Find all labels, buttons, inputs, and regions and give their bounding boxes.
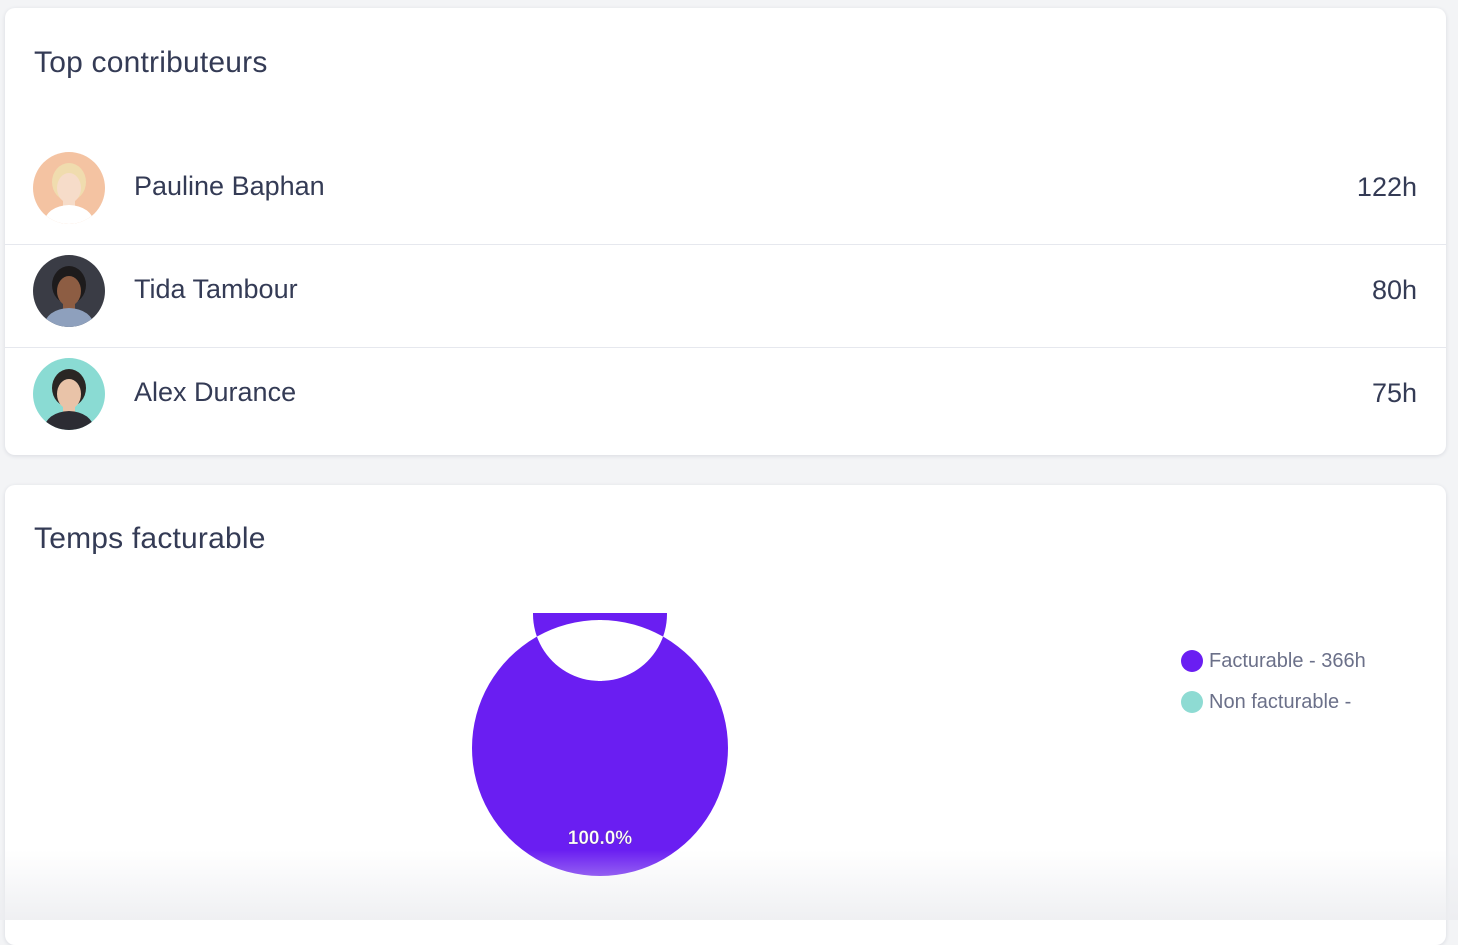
contributor-hours: 122h: [1356, 172, 1417, 202]
legend-item-billable[interactable]: Facturable - 366h: [1181, 649, 1366, 690]
billable-donut-chart: 100.0%: [472, 613, 728, 876]
person-icon: [33, 255, 105, 327]
contributor-row[interactable]: Tida Tambour 80h: [5, 245, 1446, 348]
contributor-name: Alex Durance: [134, 377, 297, 407]
avatar: [33, 255, 105, 327]
donut-data-label: 100.0%: [568, 828, 633, 849]
contributor-row[interactable]: Alex Durance 75h: [5, 348, 1446, 450]
billable-time-title: Temps facturable: [34, 522, 266, 555]
contributors-list: Pauline Baphan 122h Tida Tambour 80h Ale…: [5, 142, 1446, 450]
contributor-name: Pauline Baphan: [134, 171, 325, 201]
legend-item-non-billable[interactable]: Non facturable -: [1181, 690, 1366, 731]
billable-time-card: Temps facturable 100.0% Facturable - 366…: [5, 485, 1446, 945]
person-icon: [33, 358, 105, 430]
legend-swatch: [1181, 691, 1203, 713]
avatar: [33, 358, 105, 430]
contributor-row[interactable]: Pauline Baphan 122h: [5, 142, 1446, 245]
donut-slice-facturable[interactable]: [472, 613, 728, 876]
legend-label: Facturable - 366h: [1209, 650, 1366, 672]
avatar: [33, 152, 105, 224]
top-contributors-card: Top contributeurs Pauline Baphan 122h Ti…: [5, 8, 1446, 455]
top-contributors-title: Top contributeurs: [34, 46, 268, 79]
contributor-hours: 80h: [1371, 275, 1417, 305]
chart-legend: Facturable - 366h Non facturable -: [1181, 649, 1366, 731]
legend-label: Non facturable -: [1209, 691, 1352, 713]
contributor-hours: 75h: [1371, 378, 1417, 408]
person-icon: [33, 152, 105, 224]
legend-swatch: [1181, 650, 1203, 672]
contributor-name: Tida Tambour: [134, 274, 298, 304]
